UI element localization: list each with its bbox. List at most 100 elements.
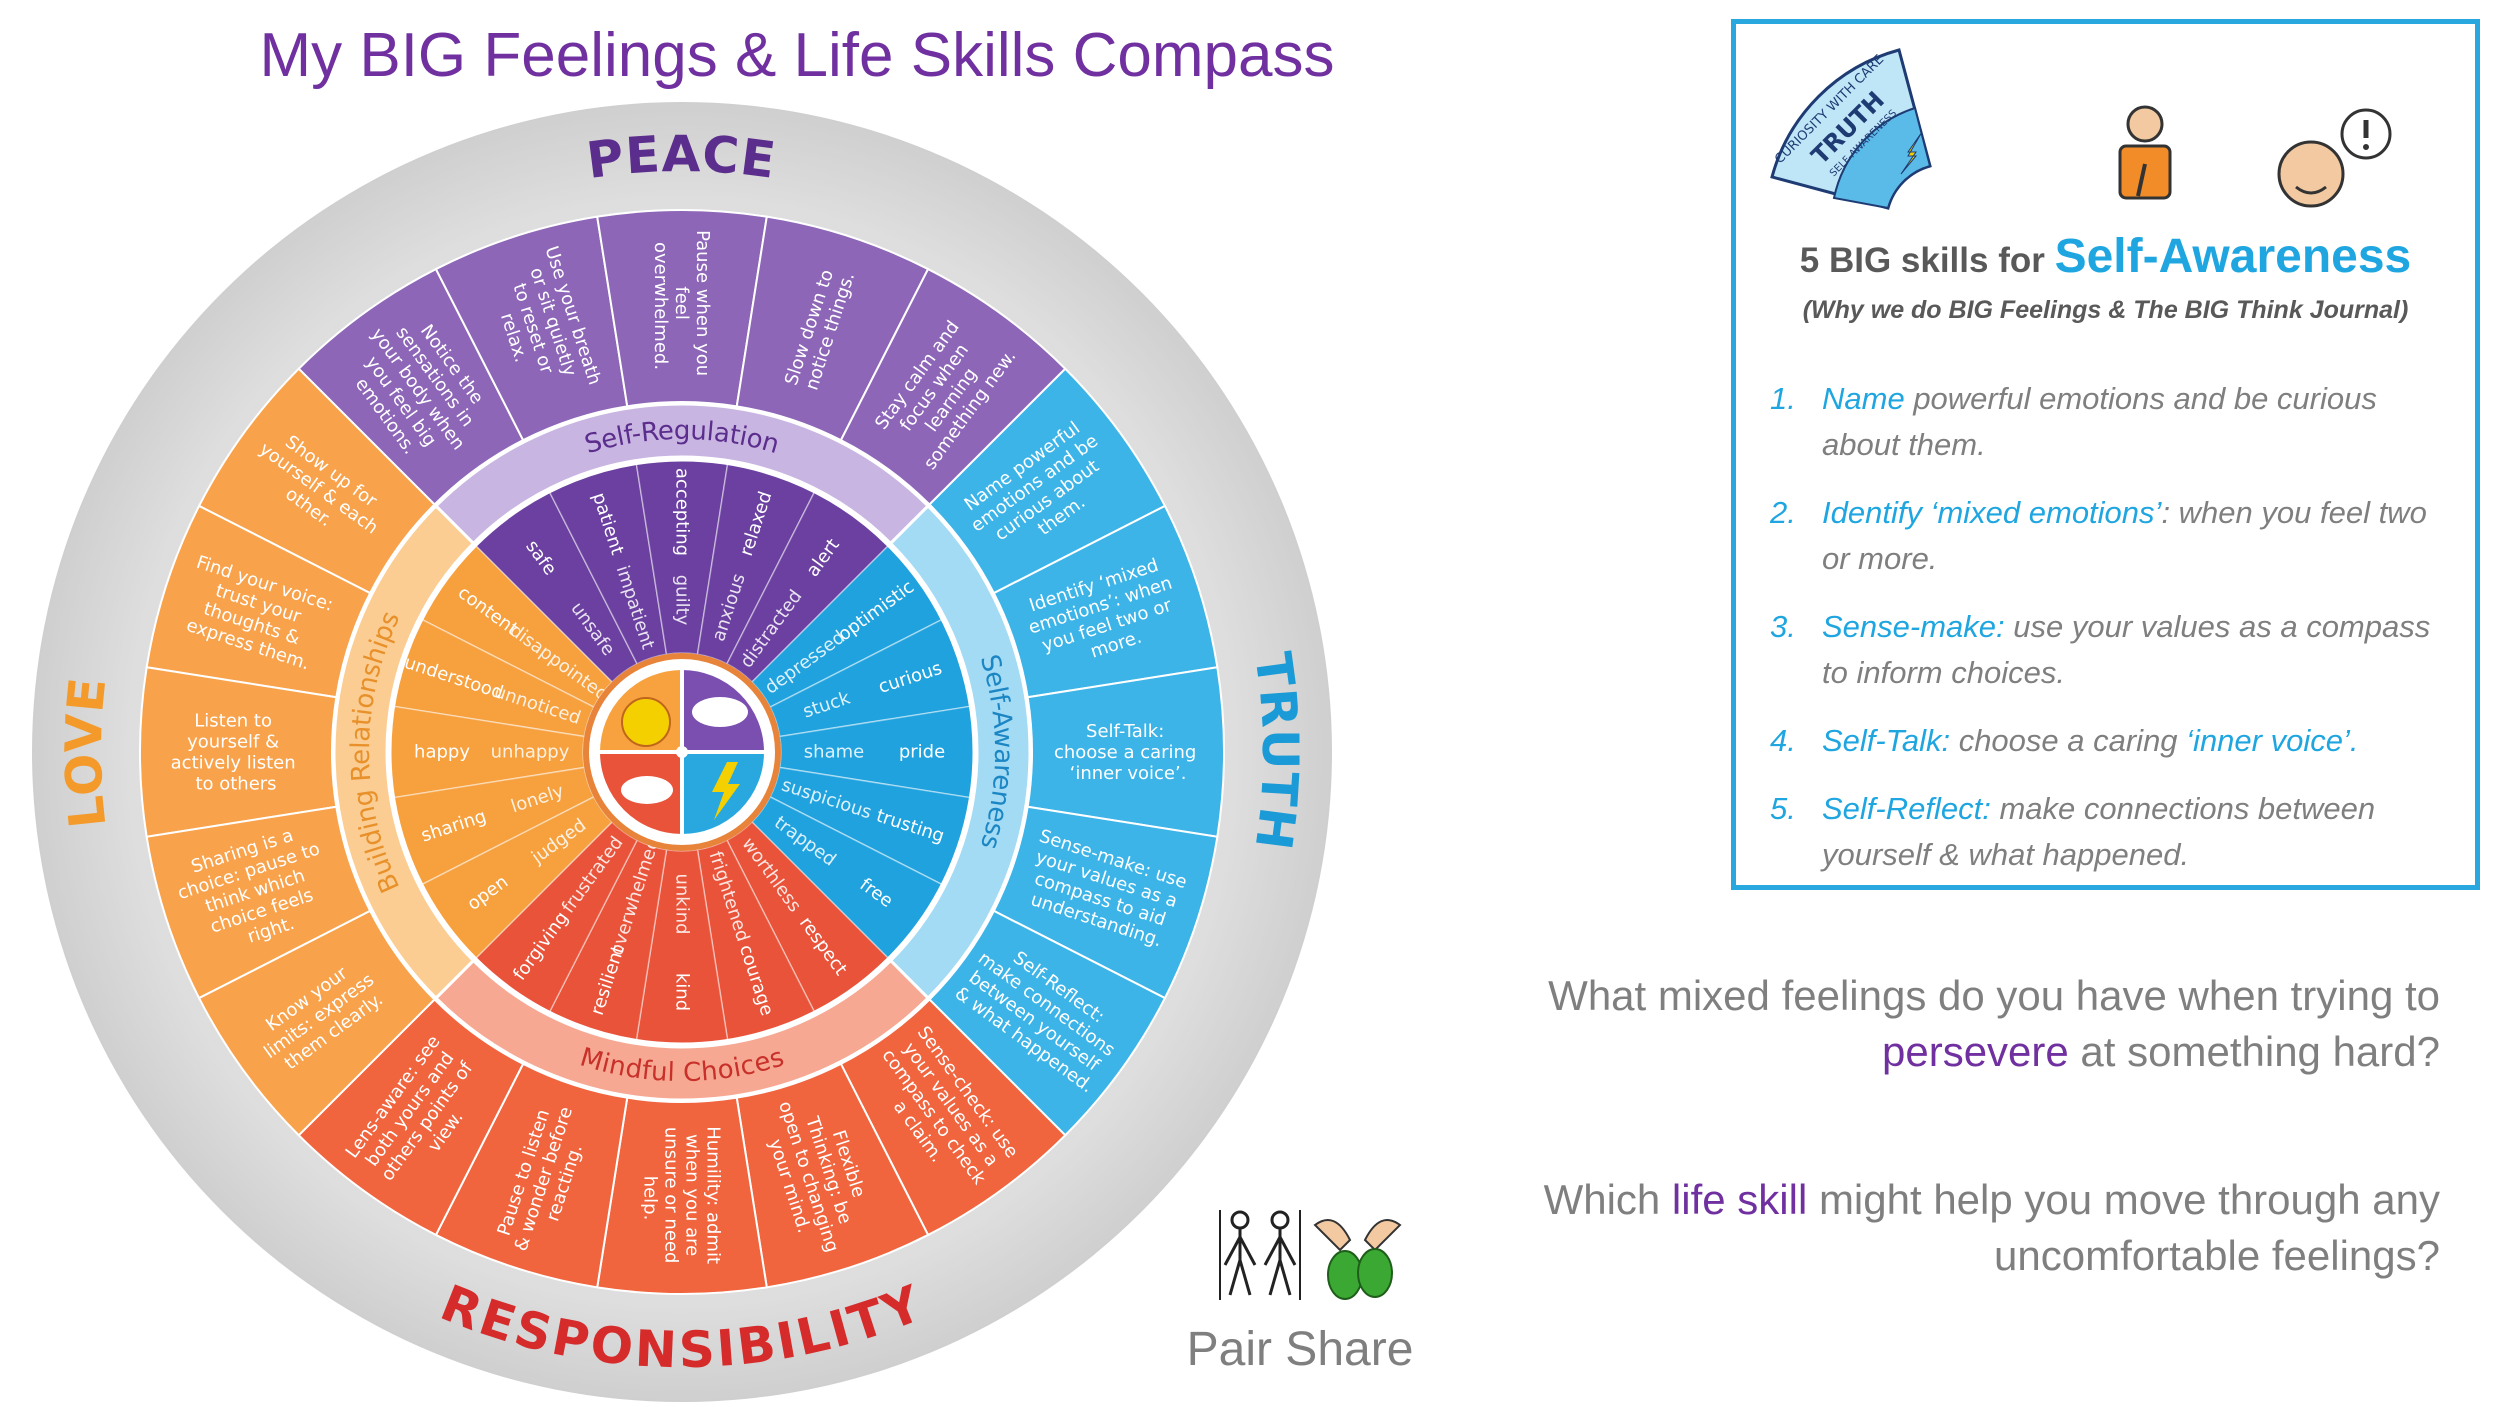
item-text: Name powerful emotions and be curious ab… xyxy=(1822,376,2442,468)
text-line: Pause when you xyxy=(693,230,714,382)
text-line: feel xyxy=(672,286,693,325)
question-text: Which xyxy=(1543,1176,1672,1223)
item-part: make connections between yourself & what… xyxy=(1822,791,2376,872)
lightning xyxy=(712,762,740,820)
item-key: Self-Talk: xyxy=(1822,723,1951,758)
item-key: ‘inner voice’. xyxy=(2186,723,2359,758)
face-icon xyxy=(2277,140,2345,208)
item-number: 5. xyxy=(1770,791,1796,826)
people-icon xyxy=(1219,1210,1301,1300)
heading-highlight: Self-Awareness xyxy=(2054,230,2412,283)
text-line: yourself & xyxy=(187,731,285,752)
skills-panel: CURIOSITY WITH CARE TRUTH SELF-AWARENESS 5… xyxy=(1731,19,2480,890)
skill-segment xyxy=(197,909,436,1137)
feeling-word: shame xyxy=(804,742,864,763)
feeling-word: accepting xyxy=(672,468,693,556)
skill-item: 1. Name powerful emotions and be curious … xyxy=(1770,376,2460,468)
item-part: use your values as a compass to inform c… xyxy=(1822,609,2431,690)
feeling-word: kind xyxy=(672,973,693,1011)
hand-left xyxy=(1313,1219,1352,1252)
item-text: Identify ‘mixed emotions’: when you feel… xyxy=(1822,490,2442,582)
exclaim-dot xyxy=(2363,144,2369,150)
feeling-word: unhappy xyxy=(491,742,570,763)
panel-subheading: (Why we do BIG Feelings & The BIG Think … xyxy=(1802,296,2409,324)
lightning-icon xyxy=(1900,131,1923,175)
item-part: powerful emotions and be curious about t… xyxy=(1822,381,2377,462)
skill-list: 1. Name powerful emotions and be curious … xyxy=(1770,376,2460,900)
question: Which life skill might help you move thr… xyxy=(1540,1172,2440,1284)
skill-segment xyxy=(197,367,436,595)
text-line: Self-Talk: xyxy=(1086,721,1170,742)
feeling-word: happy xyxy=(414,742,470,763)
item-part: choose a caring xyxy=(1950,723,2187,758)
title: My BIG Feelings & Life Skills Compass xyxy=(259,21,1335,90)
seed xyxy=(1357,1248,1393,1298)
skill-text: Humility: admit when you are unsure or n… xyxy=(640,1126,724,1269)
question-text: might help you move through any uncomfor… xyxy=(1807,1176,2440,1279)
question-text: What mixed feelings do you have when try… xyxy=(1548,972,2440,1019)
value-label: LOVE xyxy=(55,673,118,830)
face-smile xyxy=(2295,185,2327,195)
pair-share-label: Pair Share xyxy=(1186,1323,1414,1376)
question-text: at something hard? xyxy=(2068,1028,2440,1075)
text-line: overwhelmed. xyxy=(651,242,672,370)
person-head xyxy=(2126,105,2164,143)
inner-divider xyxy=(386,456,978,1048)
value-label-path: TRUTH xyxy=(1243,649,1307,855)
text-line: Humility: admit xyxy=(703,1126,724,1269)
text-line: ‘inner voice’. xyxy=(1070,763,1187,784)
badge-inner xyxy=(1832,106,1932,210)
value-label: TRUTH xyxy=(1243,649,1309,855)
text-line: Listen to xyxy=(194,710,277,731)
question: What mixed feelings do you have when try… xyxy=(1540,968,2440,1080)
text-line: choose a caring xyxy=(1054,742,1202,763)
item-number: 2. xyxy=(1770,495,1796,530)
item-key: Identify ‘mixed emotions’ xyxy=(1822,495,2162,530)
sun xyxy=(621,697,671,747)
item-part: : when you feel two or more. xyxy=(1822,495,2427,576)
skill-segment xyxy=(139,666,338,838)
cloud xyxy=(692,697,748,727)
question-highlight: persevere xyxy=(1882,1028,2069,1075)
feeling-word: unkind xyxy=(672,873,693,934)
pair-share-icon xyxy=(1219,1210,1402,1300)
item-text: Self-Reflect: make connections between y… xyxy=(1822,786,2442,878)
item-key: Sense-make: xyxy=(1822,609,2005,644)
item-number: 4. xyxy=(1770,723,1796,758)
item-text: Sense-make: use your values as a compass… xyxy=(1822,604,2442,696)
compass-wheel: Notice the sensations in your body when … xyxy=(32,102,1332,1402)
text-line: unsure or need xyxy=(661,1127,682,1269)
storm-cloud xyxy=(621,776,673,804)
panel-heading: 5 BIG skills for Self-Awareness xyxy=(1736,229,2475,284)
skill-item: 4. Self-Talk: choose a caring ‘inner voic… xyxy=(1770,718,2460,764)
skill-text: Listen to yourself & actively listen to … xyxy=(171,710,302,794)
text-line: when you are xyxy=(682,1134,703,1262)
value-label-path: PEACE xyxy=(583,125,778,190)
skill-item: 3. Sense-make: use your values as a compa… xyxy=(1770,604,2460,696)
item-key: Self-Reflect: xyxy=(1822,791,1991,826)
text-line: to others xyxy=(195,773,276,794)
heading-text: 5 BIG skills for xyxy=(1799,241,2045,280)
skill-item: 2. Identify ‘mixed emotions’: when you fe… xyxy=(1770,490,2460,582)
feeling-word: pride xyxy=(899,742,945,763)
question-highlight: life skill xyxy=(1671,1176,1808,1223)
skill-text: Pause when you feel overwhelmed. xyxy=(651,230,714,382)
item-number: 1. xyxy=(1770,381,1796,416)
skill-text: Self-Talk: choose a caring ‘inner voice’… xyxy=(1054,721,1202,784)
item-number: 3. xyxy=(1770,609,1796,644)
hand-right xyxy=(1363,1219,1402,1252)
skill-item: 5. Self-Reflect: make connections between… xyxy=(1770,786,2460,878)
value-label: PEACE xyxy=(583,125,780,190)
person-hand xyxy=(2136,163,2147,197)
item-text: Self-Talk: choose a caring ‘inner voice’… xyxy=(1822,718,2442,764)
skill-segment xyxy=(145,805,372,1000)
text-line: help. xyxy=(640,1176,661,1221)
item-key: Name xyxy=(1822,381,1905,416)
feeling-word: guilty xyxy=(672,575,693,626)
value-label-path: LOVE xyxy=(55,673,116,830)
text-line: actively listen xyxy=(171,752,302,773)
skill-segment xyxy=(145,504,372,699)
